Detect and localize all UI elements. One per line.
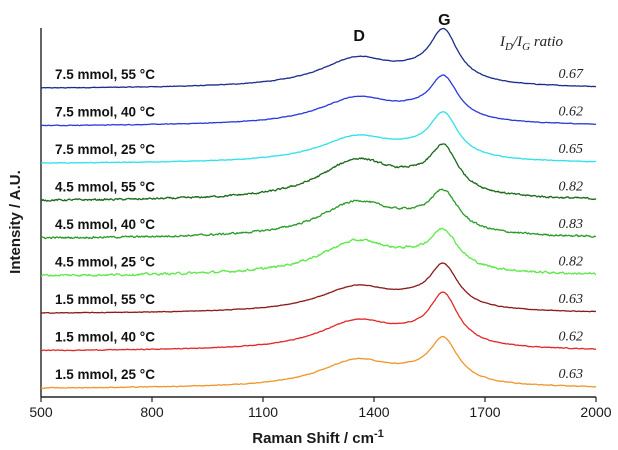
series-line <box>40 335 597 390</box>
ratio-value: 0.63 <box>559 367 584 382</box>
ratio-value: 0.62 <box>559 105 584 120</box>
series-line <box>40 27 597 89</box>
x-tick-label: 1700 <box>469 404 500 420</box>
peak-label-d: D <box>353 28 365 45</box>
axes: 500 800 1100 1400 1700 2000 <box>29 28 612 420</box>
series-label: 7.5 mmol, 55 °C <box>55 67 155 82</box>
x-tick-label: 1100 <box>248 404 278 420</box>
ratio-labels: 0.67 0.62 0.65 0.82 0.83 0.82 0.63 0.62 0.63 <box>559 67 585 382</box>
series-label: 1.5 mmol, 25 °C <box>55 367 155 382</box>
x-tick-label: 2000 <box>580 404 611 420</box>
y-axis-title: Intensity / A.U. <box>7 170 24 274</box>
series-line <box>40 262 597 314</box>
series-line <box>40 291 597 352</box>
ratio-header: ID/IG ratio <box>499 34 564 53</box>
series-label: 7.5 mmol, 40 °C <box>55 105 155 120</box>
series-labels: 7.5 mmol, 55 °C 7.5 mmol, 40 °C 7.5 mmol, … <box>55 67 155 382</box>
ratio-value: 0.62 <box>559 330 584 345</box>
series-label: 4.5 mmol, 40 °C <box>55 217 155 232</box>
ratio-value: 0.63 <box>559 292 584 307</box>
series-line <box>40 74 597 127</box>
x-tick-label: 800 <box>140 404 164 420</box>
series-label: 4.5 mmol, 25 °C <box>55 255 155 270</box>
ratio-value: 0.65 <box>559 142 584 157</box>
series-label: 4.5 mmol, 55 °C <box>55 180 155 195</box>
ratio-value: 0.82 <box>559 255 584 270</box>
series-line <box>40 227 597 277</box>
ratio-value: 0.67 <box>559 67 585 82</box>
series-label: 1.5 mmol, 40 °C <box>55 330 155 345</box>
series-line <box>40 111 597 164</box>
series-line <box>40 188 597 240</box>
series-line <box>40 143 597 202</box>
series-label: 1.5 mmol, 55 °C <box>55 292 155 307</box>
x-tick-label: 500 <box>29 404 53 420</box>
series-label: 7.5 mmol, 25 °C <box>55 142 155 157</box>
series-curves <box>40 27 597 390</box>
x-axis-title: Raman Shift / cm-1 <box>252 428 383 447</box>
ratio-value: 0.82 <box>559 180 584 195</box>
x-tick-label: 1400 <box>358 404 389 420</box>
peak-label-g: G <box>438 12 450 29</box>
ratio-value: 0.83 <box>559 217 584 232</box>
